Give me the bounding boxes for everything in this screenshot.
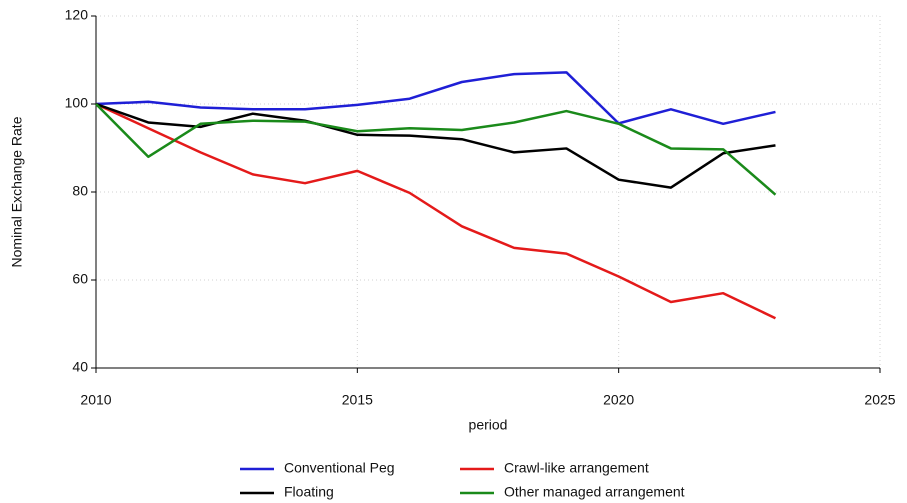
y-axis-label: Nominal Exchange Rate [9, 116, 25, 267]
legend-label: Floating [284, 484, 334, 500]
series-line [95, 102, 777, 320]
series-line [95, 102, 776, 189]
x-tick-label: 2015 [342, 392, 373, 408]
y-tick-label: 40 [72, 359, 88, 375]
series-line [95, 103, 777, 196]
x-tick-label: 2025 [864, 392, 895, 408]
y-tick-label: 80 [72, 183, 88, 199]
x-tick-label: 2010 [80, 392, 111, 408]
series-line [95, 71, 776, 126]
legend-label: Crawl-like arrangement [504, 460, 649, 476]
legend-label: Conventional Peg [284, 460, 395, 476]
x-axis-label: period [469, 417, 508, 433]
legend-label: Other managed arrangement [504, 484, 685, 500]
y-tick-label: 60 [72, 271, 88, 287]
x-tick-label: 2020 [603, 392, 634, 408]
y-tick-label: 120 [65, 7, 89, 23]
y-tick-label: 100 [65, 95, 89, 111]
